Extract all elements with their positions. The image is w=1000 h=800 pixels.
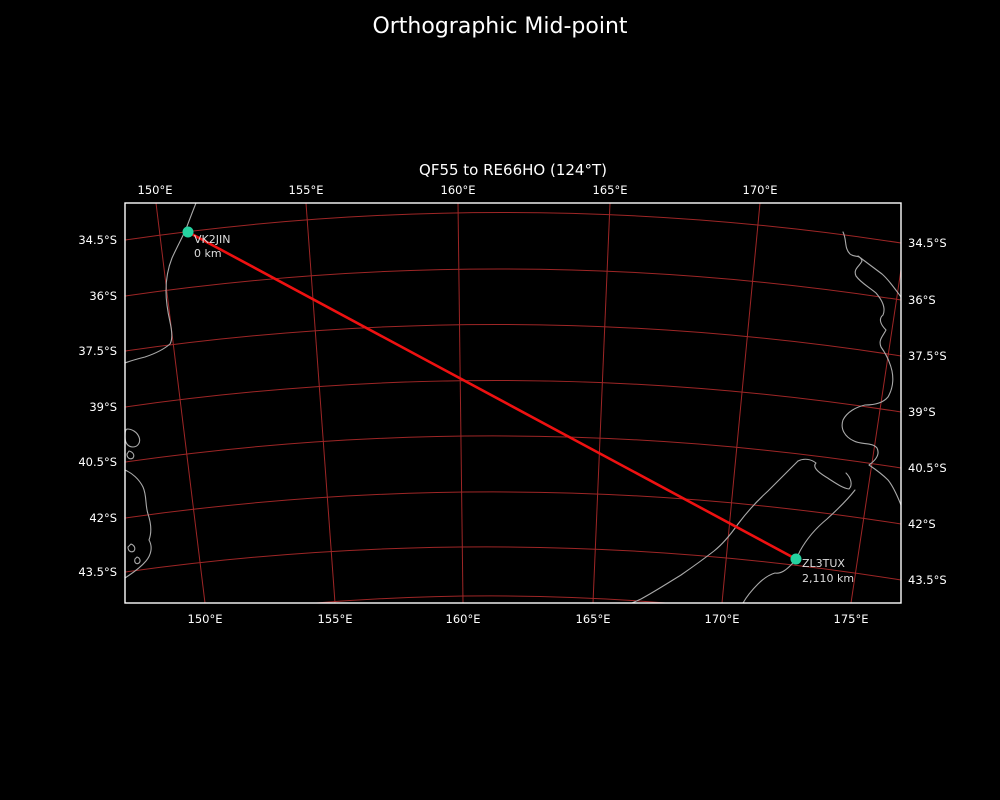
- endpoint-marker: [182, 226, 194, 238]
- right-axis-tick-label: 34.5°S: [908, 236, 947, 250]
- bottom-axis-tick-label: 150°E: [188, 612, 223, 626]
- parallel-line: [125, 546, 901, 581]
- left-axis-tick-label: 40.5°S: [78, 455, 117, 469]
- parallel-line: [125, 212, 901, 244]
- parallel-line: [125, 435, 901, 469]
- top-axis-tick-label: 170°E: [743, 183, 778, 197]
- left-axis-tick-label: 34.5°S: [78, 233, 117, 247]
- right-axis-tick-label: 40.5°S: [908, 461, 947, 475]
- meridian-line: [457, 203, 464, 603]
- top-axis-tick-label: 155°E: [289, 183, 324, 197]
- flinders-islet: [126, 450, 135, 460]
- bottom-axis-tick-label: 175°E: [834, 612, 869, 626]
- endpoint-distance-label: 2,110 km: [802, 572, 854, 585]
- right-axis-tick-label: 42°S: [908, 517, 936, 531]
- right-axis-tick-label: 43.5°S: [908, 573, 947, 587]
- axis-tick-labels: 150°E 155°E 160°E 165°E 170°E 150°E 155°E 160°E…: [78, 183, 946, 626]
- parallel-line: [309, 595, 672, 603]
- endpoint-callsign-label: ZL3TUX: [802, 557, 845, 570]
- left-axis-tick-label: 42°S: [89, 511, 117, 525]
- meridian-line: [850, 266, 901, 603]
- endpoint-marker: [790, 553, 802, 565]
- nz-south-island-east-coast: [742, 489, 856, 603]
- endpoint-callsign-label: VK2JIN: [194, 233, 230, 246]
- bottom-axis-tick-label: 155°E: [318, 612, 353, 626]
- nz-south-island-west-coast: [631, 460, 799, 603]
- endpoint-distance-label: 0 km: [194, 247, 222, 260]
- meridian-line: [592, 203, 611, 603]
- parallel-line: [125, 379, 901, 413]
- tasmania-islet-2: [134, 556, 141, 565]
- meridian-line: [155, 203, 206, 603]
- meridian-line: [305, 203, 336, 603]
- nz-south-island-north-coast: [797, 458, 852, 490]
- flinders-island: [125, 428, 141, 448]
- parallel-line: [125, 323, 901, 357]
- meridian-line: [721, 203, 761, 603]
- map-frame: [124, 202, 902, 604]
- top-axis-tick-label: 150°E: [138, 183, 173, 197]
- right-axis-tick-label: 37.5°S: [908, 349, 947, 363]
- coastlines: [125, 203, 901, 603]
- right-axis-tick-label: 39°S: [908, 405, 936, 419]
- tasmania-coast: [125, 469, 152, 579]
- nz-north-island-west-coast: [841, 231, 901, 506]
- bottom-axis-tick-label: 160°E: [446, 612, 481, 626]
- australia-east-coast: [125, 203, 197, 364]
- nz-northland-east-coast: [857, 255, 901, 298]
- map-subtitle: QF55 to RE66HO (124°T): [419, 161, 607, 179]
- graticule-grid: [125, 203, 901, 603]
- left-axis-tick-label: 43.5°S: [78, 565, 117, 579]
- left-axis-tick-label: 37.5°S: [78, 344, 117, 358]
- great-circle-line: [186, 230, 798, 561]
- left-axis-tick-label: 39°S: [89, 400, 117, 414]
- parallel-line: [125, 491, 901, 525]
- figure-title: Orthographic Mid-point: [372, 14, 627, 39]
- top-axis-tick-label: 165°E: [593, 183, 628, 197]
- right-axis-tick-label: 36°S: [908, 293, 936, 307]
- great-circle-route: [186, 230, 798, 561]
- bottom-axis-tick-label: 165°E: [576, 612, 611, 626]
- tasmania-islet-1: [127, 543, 136, 553]
- top-axis-tick-label: 160°E: [441, 183, 476, 197]
- bottom-axis-tick-label: 170°E: [705, 612, 740, 626]
- left-axis-tick-label: 36°S: [89, 289, 117, 303]
- parallel-line: [125, 268, 901, 301]
